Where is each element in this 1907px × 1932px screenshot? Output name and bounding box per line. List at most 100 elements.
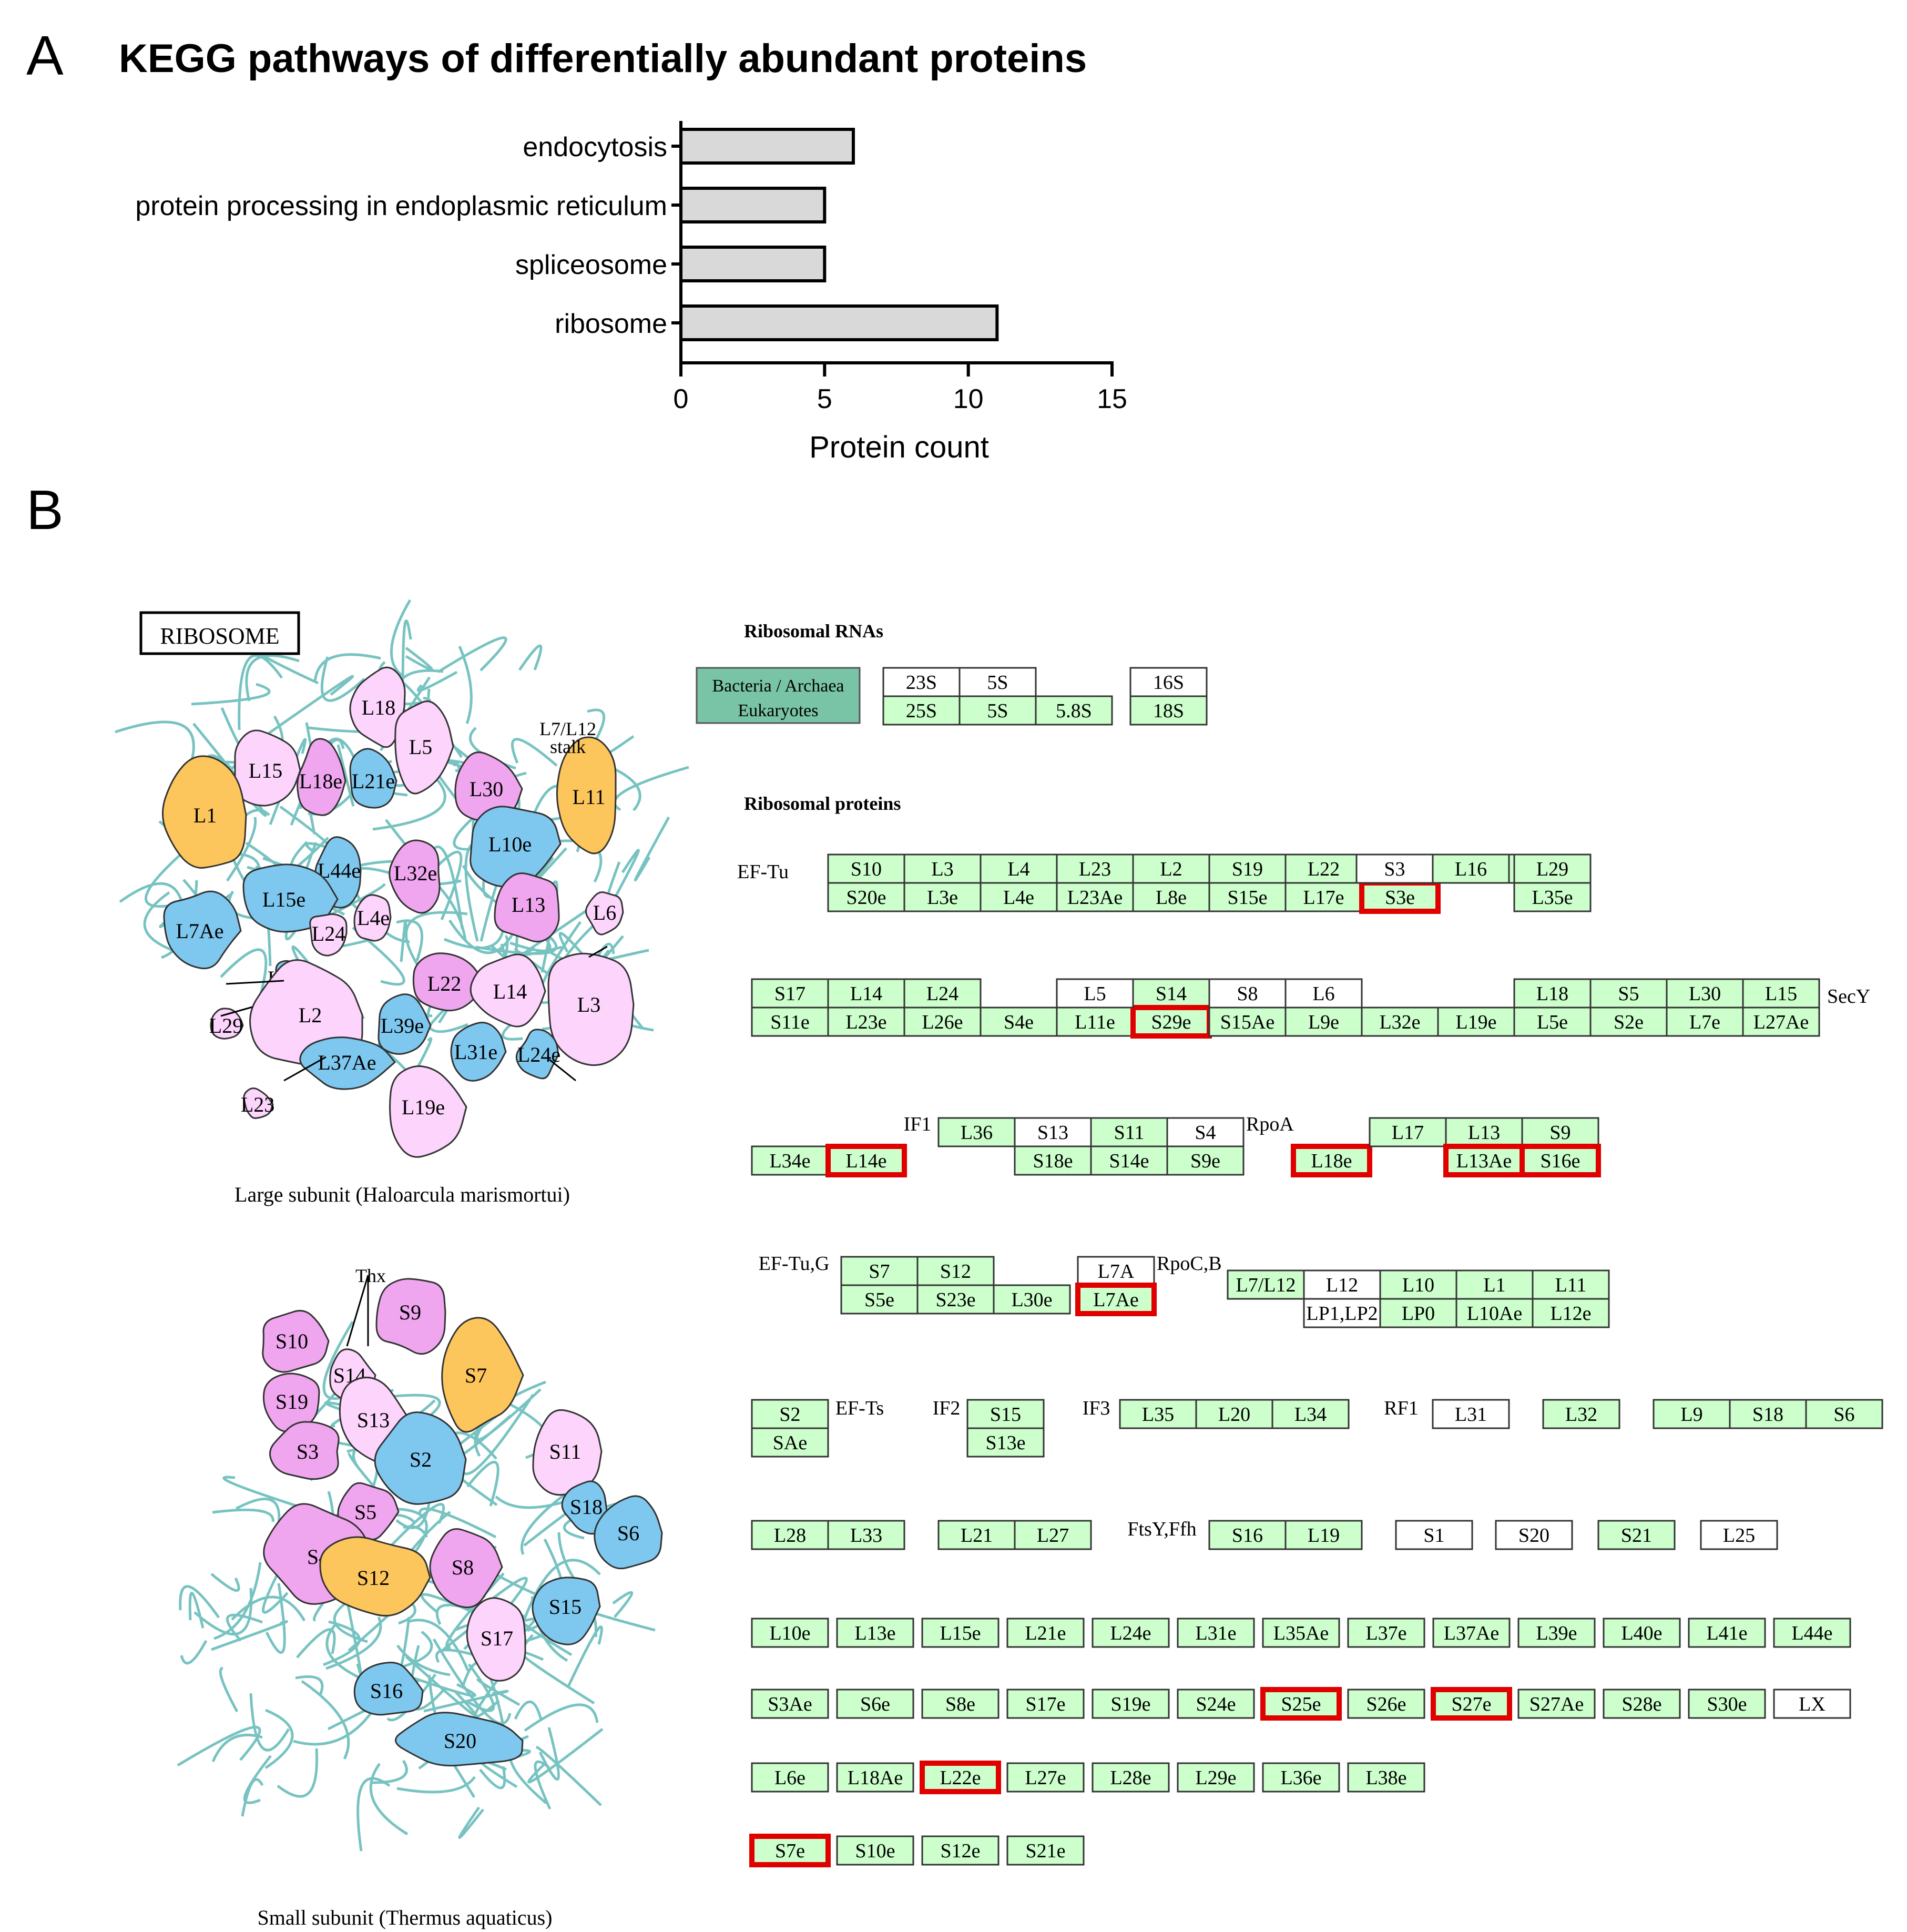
highlight-l7ae: [1075, 1283, 1157, 1316]
gene-label: L21: [961, 1524, 993, 1547]
gene-label: L30e: [1011, 1289, 1052, 1311]
gene-label: S15Ae: [1220, 1011, 1274, 1033]
gene-box-lx: [1773, 1689, 1851, 1719]
gene-label: S24e: [1196, 1693, 1236, 1715]
gene-label: L18Ae: [848, 1767, 903, 1789]
protein-label: L22: [427, 972, 461, 995]
gene-box-s17e: [1006, 1689, 1085, 1719]
x-tick-label: 10: [953, 384, 984, 414]
gene-label: S12e: [941, 1840, 981, 1862]
protein-l24: [309, 913, 348, 957]
gene-box-s28e: [1603, 1689, 1681, 1719]
gene-box-l44e: [1773, 1618, 1851, 1648]
gene-label: L30: [1689, 983, 1721, 1005]
gene-label: L10Ae: [1467, 1303, 1523, 1325]
gene-label: S19: [1232, 858, 1263, 880]
gene-box-s24e: [1177, 1689, 1255, 1719]
protein-label: S3: [297, 1440, 319, 1463]
protein-label: S6: [617, 1521, 639, 1545]
protein-s3: [269, 1421, 340, 1480]
protein-label: L30: [470, 777, 503, 801]
gene-box-s3: [1355, 853, 1434, 884]
gene-label: L11: [1555, 1274, 1587, 1296]
gene-label: S2: [779, 1404, 800, 1426]
gene-label: S1: [1423, 1524, 1444, 1547]
protein-label: S20: [444, 1729, 476, 1753]
stalk-label: stalk: [550, 736, 586, 757]
gene-label: L2: [1160, 858, 1182, 880]
gene-label: L24e: [1110, 1622, 1151, 1644]
gene-box-s27e: [1432, 1689, 1511, 1719]
gene-box-s30e: [1688, 1689, 1766, 1719]
gene-label: L27: [1037, 1524, 1069, 1547]
protein-label: L39e: [381, 1014, 424, 1038]
gene-box-s6: [1805, 1399, 1883, 1429]
protein-label: L11: [573, 785, 606, 809]
gene-label: S4: [1195, 1122, 1216, 1144]
protein-label: S10: [276, 1329, 308, 1353]
gene-box-s23e: [916, 1284, 995, 1315]
gene-label: L12e: [1550, 1303, 1591, 1325]
gene-label: L27e: [1025, 1767, 1066, 1789]
gene-label: S9e: [1190, 1150, 1220, 1172]
gene-label: LX: [1799, 1693, 1826, 1715]
protein-label: L29: [209, 1014, 243, 1038]
gene-box-lp0: [1379, 1298, 1457, 1328]
gene-label: L7e: [1689, 1011, 1720, 1033]
gene-label: S26e: [1366, 1693, 1406, 1715]
protein-l39e: [378, 993, 432, 1055]
protein-label: S11: [549, 1440, 582, 1463]
protein-l1: [161, 755, 247, 869]
factor-label: RpoC,B: [1157, 1253, 1222, 1275]
gene-label: L31e: [1195, 1622, 1236, 1644]
gene-label: S4e: [1004, 1011, 1034, 1033]
gene-box-l5: [1056, 978, 1134, 1009]
gene-label: L5e: [1537, 1011, 1568, 1033]
protein-label: L31e: [454, 1040, 497, 1064]
gene-box-l36: [937, 1117, 1016, 1147]
protein-s9: [375, 1278, 446, 1355]
gene-label: S14e: [1109, 1150, 1149, 1172]
gene-box-l10e: [751, 1618, 829, 1648]
protein-label: L14: [493, 980, 527, 1003]
gene-box-lp1-lp2: [1303, 1298, 1381, 1328]
protein-s12: [319, 1536, 431, 1616]
gene-box-l17e: [1284, 882, 1363, 912]
large-subunit-caption: Large subunit (Haloarcula marismortui): [234, 1183, 570, 1206]
gene-box-s10e: [836, 1835, 914, 1866]
gene-box-l34e: [751, 1145, 829, 1176]
gene-box-l6e: [751, 1762, 829, 1793]
gene-label: S10e: [855, 1840, 895, 1862]
gene-label: S29e: [1151, 1011, 1191, 1033]
gene-label: L3e: [927, 887, 958, 909]
protein-l21e: [349, 748, 397, 809]
highlight-l14e: [825, 1144, 907, 1177]
protein-s10: [262, 1310, 330, 1373]
factor-label: SecY: [1827, 985, 1870, 1008]
gene-label: L4: [1007, 858, 1029, 880]
protein-l22: [412, 952, 484, 1012]
x-tick-label: 5: [817, 384, 832, 414]
gene-label: S25e: [1281, 1693, 1321, 1715]
rna-heading: Ribosomal RNAs: [744, 621, 883, 642]
gene-label: 5S: [987, 700, 1008, 722]
gene-label: S14: [1156, 983, 1187, 1005]
gene-box-s13e: [966, 1427, 1045, 1458]
gene-label: L39e: [1536, 1622, 1577, 1644]
protein-label: L15e: [262, 888, 305, 911]
legend-box: [696, 667, 861, 724]
gene-label: S13: [1037, 1122, 1068, 1144]
gene-box-l27: [1014, 1520, 1092, 1550]
gene-label: L28e: [1110, 1767, 1151, 1789]
gene-label: 5S: [987, 672, 1008, 694]
gene-box-l21: [937, 1520, 1016, 1550]
gene-label: S28e: [1622, 1693, 1662, 1715]
protein-label: L2: [299, 1003, 322, 1027]
gene-box-l12: [1303, 1269, 1381, 1300]
gene-box-l17: [1369, 1117, 1447, 1147]
gene-label: 5.8S: [1056, 700, 1092, 722]
gene-box-l24: [903, 978, 982, 1009]
legend-line: Eukaryotes: [738, 701, 819, 720]
highlight-s25e: [1260, 1687, 1342, 1721]
gene-box-l37ae: [1432, 1618, 1511, 1648]
